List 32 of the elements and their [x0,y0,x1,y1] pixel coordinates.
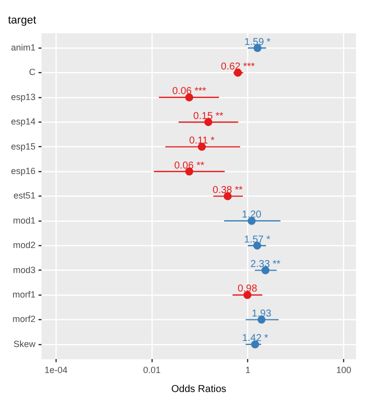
data-label: 0.15 ** [193,110,224,122]
data-label: 0.38 ** [212,184,243,196]
data-label: 0.98 [238,284,258,295]
data-label: 0.62 *** [220,61,255,72]
data-label: 1.59 * [244,36,271,48]
data-label: 1.93 [252,308,272,320]
y-tick-label: esp16 [10,166,36,176]
x-tick-label: 100 [336,365,352,376]
y-tick-label: Skew [14,338,36,349]
x-axis-title: Odds Ratios [171,384,226,395]
data-label: 1.57 * [244,234,270,246]
data-label: 1.20 [242,210,262,221]
y-tick-label: esp13 [10,92,36,102]
y-tick-label: C [29,67,36,78]
y-tick-label: mod3 [13,264,36,275]
data-label: 0.11 * [189,136,215,147]
y-tick-label: mod1 [13,215,36,226]
data-label: 2.33 ** [250,259,281,270]
data-label: 0.06 ** [174,160,204,172]
data-label: 0.06 *** [172,86,206,98]
data-label: 1.42 * [242,333,268,344]
y-tick-label: mod2 [13,240,36,250]
y-tick-label: esp15 [10,141,36,152]
y-tick-label: esp14 [10,116,36,127]
x-tick-label: 1e-04 [44,365,68,376]
chart-title: target [8,14,36,27]
y-tick-label: morf1 [12,289,36,300]
y-tick-label: est51 [13,190,36,201]
y-tick-label: anim1 [11,42,36,53]
y-tick-label: morf2 [12,314,36,324]
x-tick-label: 0.01 [143,365,161,376]
x-tick-label: 1 [245,365,250,376]
